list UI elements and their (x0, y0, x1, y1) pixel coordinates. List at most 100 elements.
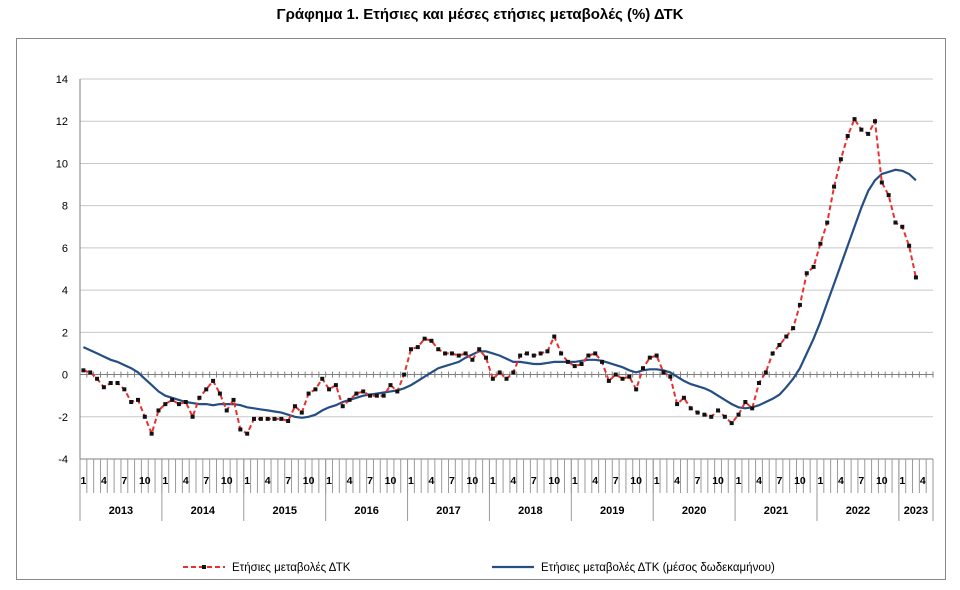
x-month-label: 7 (777, 475, 783, 487)
data-point (709, 414, 714, 419)
data-point (518, 353, 523, 358)
x-month-label: 7 (531, 475, 537, 487)
y-tick-label: 2 (62, 327, 68, 339)
y-tick-label: 14 (56, 74, 68, 86)
x-month-label: 7 (613, 475, 619, 487)
x-month-label: 7 (285, 475, 291, 487)
data-point (620, 376, 625, 381)
x-year-label: 2020 (682, 505, 706, 517)
data-point (333, 383, 338, 388)
y-tick-label: 8 (62, 201, 68, 213)
x-month-label: 10 (630, 475, 642, 487)
legend-label-annual: Ετήσιες μεταβολές ΔΤΚ (232, 562, 351, 574)
data-point (586, 353, 591, 358)
x-month-label: 10 (139, 475, 151, 487)
y-tick-label: 4 (62, 285, 68, 297)
legend-marker-annual (202, 565, 206, 569)
data-point (368, 393, 373, 398)
data-point (443, 351, 448, 356)
data-point (750, 406, 755, 411)
data-point (456, 353, 461, 358)
x-month-label: 1 (326, 475, 332, 487)
data-point (791, 326, 796, 331)
data-point (811, 264, 816, 269)
data-point (716, 408, 721, 413)
data-point (600, 359, 605, 364)
data-point (907, 243, 912, 248)
data-point (572, 364, 577, 369)
x-year-label: 2017 (436, 505, 460, 517)
y-tick-label: 12 (56, 116, 68, 128)
data-point (579, 362, 584, 366)
data-point (388, 383, 393, 388)
data-point (463, 351, 468, 356)
data-point (640, 366, 645, 371)
data-point (286, 419, 291, 423)
data-point (211, 378, 216, 383)
data-point (88, 370, 93, 375)
x-month-label: 4 (183, 475, 189, 487)
data-point (797, 302, 802, 307)
y-tick-label: -2 (58, 412, 68, 424)
data-point (95, 376, 100, 381)
data-point (681, 395, 686, 400)
data-point (593, 351, 598, 356)
data-point (695, 410, 700, 415)
x-month-label: 7 (121, 475, 127, 487)
y-tick-label: -4 (58, 454, 68, 466)
x-month-label: 7 (449, 475, 455, 487)
data-point (859, 127, 864, 132)
data-point (729, 421, 734, 426)
x-month-label: 1 (572, 475, 578, 487)
data-point (415, 345, 420, 350)
x-month-label: 4 (756, 475, 762, 487)
data-point (886, 193, 891, 198)
data-point (818, 241, 823, 246)
data-point (893, 220, 898, 225)
data-point (217, 391, 222, 396)
data-point (627, 374, 632, 379)
x-month-label: 1 (244, 475, 250, 487)
x-year-label: 2015 (272, 505, 296, 517)
chart-frame (16, 38, 946, 580)
x-month-label: 4 (265, 475, 271, 487)
data-point (879, 180, 884, 185)
data-point (245, 431, 250, 436)
data-point (306, 391, 311, 396)
data-point (470, 357, 475, 362)
data-point (81, 368, 86, 373)
x-month-label: 1 (162, 475, 168, 487)
data-point (108, 381, 113, 385)
x-month-label: 7 (203, 475, 209, 487)
data-point (545, 349, 550, 354)
data-point (770, 351, 775, 356)
data-point (722, 414, 727, 419)
series-line-average (82, 168, 917, 419)
data-point (340, 404, 345, 409)
data-point (606, 378, 611, 383)
data-point (852, 117, 857, 122)
data-point (299, 410, 304, 415)
data-point (224, 408, 229, 413)
data-point (804, 271, 809, 276)
x-month-label: 10 (467, 475, 479, 487)
data-point (149, 431, 154, 436)
data-point (436, 347, 441, 352)
data-point (381, 393, 386, 398)
data-point (675, 402, 680, 407)
x-month-label: 4 (101, 475, 107, 487)
x-month-label: 10 (385, 475, 397, 487)
x-month-label: 7 (858, 475, 864, 487)
x-month-label: 1 (654, 475, 660, 487)
data-point (422, 336, 427, 341)
data-point (313, 387, 318, 392)
data-point (524, 351, 529, 356)
data-point (292, 404, 297, 409)
data-point (702, 412, 707, 417)
x-month-label: 1 (80, 475, 86, 487)
data-point (756, 381, 761, 385)
chart-title: Γράφημα 1. Ετήσιες και μέσες ετήσιες μετ… (276, 6, 684, 23)
x-month-label: 7 (367, 475, 373, 487)
data-point (238, 427, 243, 432)
y-tick-label: 10 (56, 158, 68, 170)
